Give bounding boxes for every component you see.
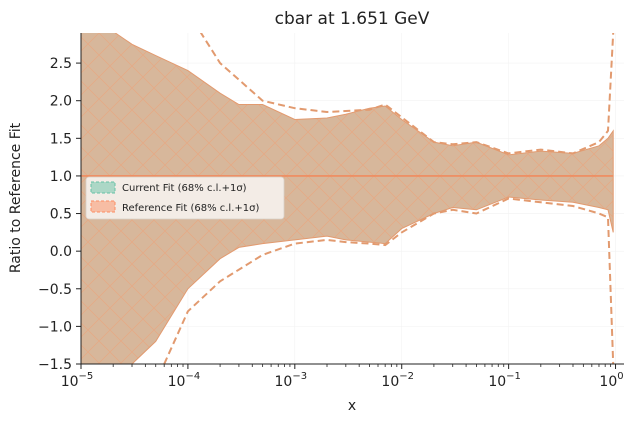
current-fit-band-hatch xyxy=(81,33,614,364)
y-tick-label: 0.0 xyxy=(50,244,72,260)
legend-label-reference: Reference Fit (68% c.l.+1σ) xyxy=(122,203,259,214)
x-tick-label: 10−1 xyxy=(488,371,521,390)
x-ticks: 10−5 10−4 10−3 10−2 10−1 100 xyxy=(61,364,624,390)
y-axis-title: Ratio to Reference Fit xyxy=(8,122,24,273)
x-tick-label: 10−5 xyxy=(61,371,94,390)
x-tick-label: 10−2 xyxy=(381,371,414,390)
x-axis-title: x xyxy=(348,398,356,414)
y-tick-label: 1.5 xyxy=(50,131,72,147)
y-ticks: −1.5 −1.0 −0.5 0.0 0.5 1.0 1.5 2.0 2.5 xyxy=(38,56,81,373)
y-tick-label: −1.5 xyxy=(38,357,72,373)
y-tick-label: 2.0 xyxy=(50,94,72,110)
series-layer xyxy=(81,33,615,364)
legend: Current Fit (68% c.l.+1σ) Reference Fit … xyxy=(85,176,285,220)
x-tick-label: 100 xyxy=(599,371,623,390)
legend-swatch-current xyxy=(90,181,116,194)
reference-upper-edge xyxy=(199,33,615,155)
legend-label-current: Current Fit (68% c.l.+1σ) xyxy=(122,183,247,194)
x-tick-label: 10−3 xyxy=(275,371,308,390)
legend-box xyxy=(85,176,285,220)
legend-entry-current: Current Fit (68% c.l.+1σ) xyxy=(90,181,247,194)
y-tick-label: 1.0 xyxy=(50,169,72,185)
legend-entry-reference: Reference Fit (68% c.l.+1σ) xyxy=(90,200,259,214)
y-tick-label: 2.5 xyxy=(50,56,72,72)
y-tick-label: 0.5 xyxy=(50,207,72,223)
legend-swatch-reference xyxy=(90,200,116,213)
chart-title: cbar at 1.651 GeV xyxy=(275,9,430,29)
y-tick-label: −0.5 xyxy=(38,282,72,298)
x-tick-label: 10−4 xyxy=(168,371,201,390)
reference-lower-edge xyxy=(163,197,615,364)
y-tick-label: −1.0 xyxy=(38,319,72,335)
